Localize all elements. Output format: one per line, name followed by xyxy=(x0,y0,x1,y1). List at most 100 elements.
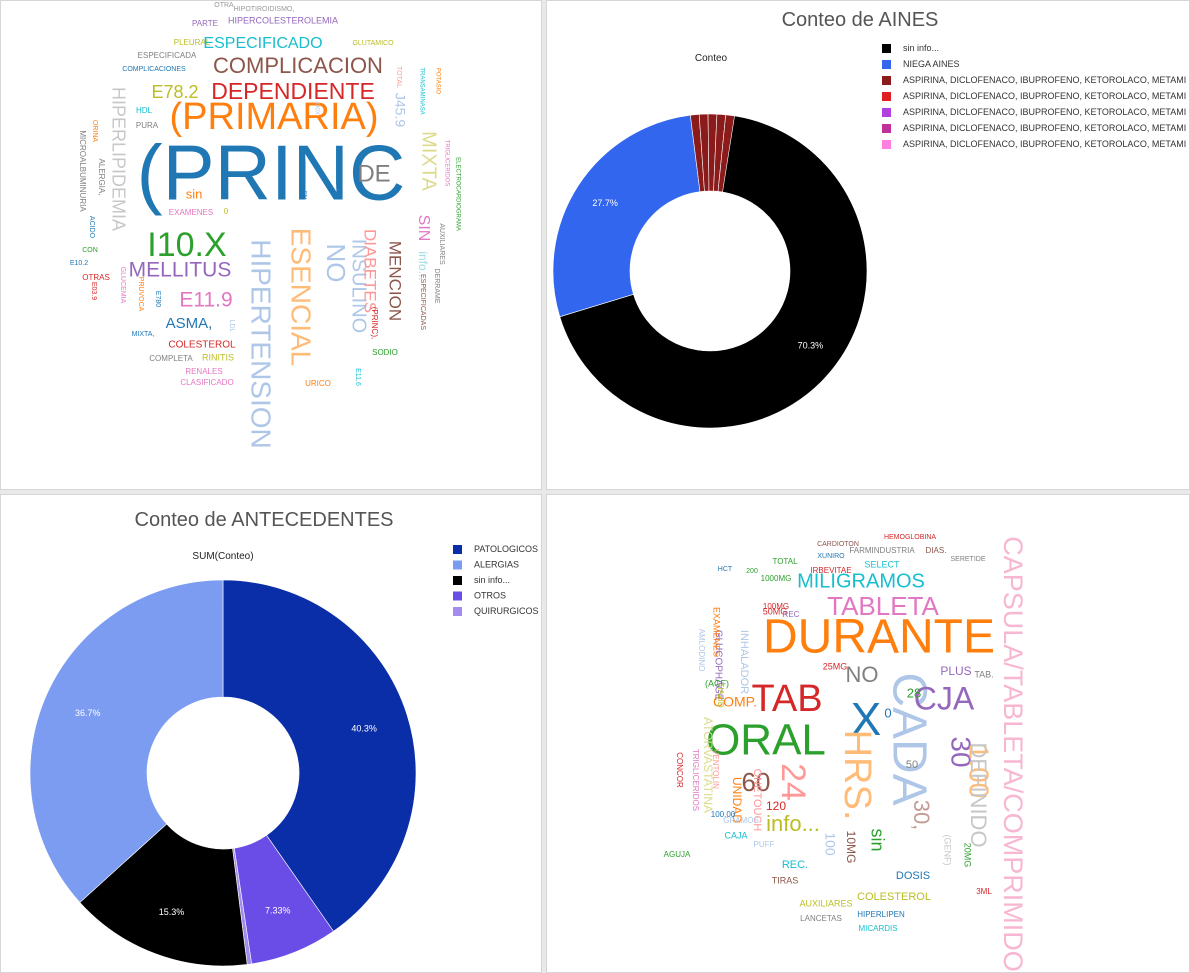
cloud-word: XUNIRO xyxy=(817,553,845,560)
cloud-word: 100.00 xyxy=(711,810,736,819)
cloud-word: LDL xyxy=(228,320,235,333)
cloud-word: PUFF xyxy=(754,840,775,849)
cloud-word: ORINA xyxy=(91,120,98,143)
cloud-word: COMP. xyxy=(713,694,757,710)
cloud-word: 50MG xyxy=(763,606,788,616)
cloud-word: IRBEVITAE xyxy=(810,566,851,575)
donut-slice-2[interactable] xyxy=(717,114,735,193)
cloud-word: 30 xyxy=(946,736,977,767)
cloud-word: 25MG xyxy=(823,661,848,671)
slice-label-2: 15.3% xyxy=(159,907,185,917)
legend-entry-2[interactable]: sin info... xyxy=(474,575,510,585)
legend-entry-5[interactable]: ASPIRINA, DICLOFENACO, IBUPROFENO, KETOR… xyxy=(903,123,1186,133)
cloud-word: GLUCOPHAGE xyxy=(712,630,723,701)
cloud-word: TAB. xyxy=(974,669,993,679)
cloud-word: INSULINO xyxy=(348,239,370,333)
cloud-word: (PRIMARIA) xyxy=(170,96,379,138)
cloud-word: AUXILIARES xyxy=(438,223,445,265)
cloud-word: EN xyxy=(300,191,306,199)
cloud-word: SODIO xyxy=(372,348,398,357)
cloud-word: J45.9 xyxy=(392,93,408,127)
cloud-word: PLEURAL xyxy=(174,38,211,47)
cloud-word: REC xyxy=(783,610,800,619)
cloud-word: ESPECIFICADO xyxy=(203,35,322,52)
legend-swatch-0 xyxy=(453,545,462,554)
cloud-word: COMPLETA xyxy=(149,354,193,363)
cloud-word: AGUJA xyxy=(664,850,691,859)
cloud-word: NO xyxy=(846,662,879,687)
cloud-word: TABLETA xyxy=(827,591,939,621)
legend-entry-1[interactable]: NIEGA AINES xyxy=(903,59,960,69)
legend-entry-0[interactable]: sin info... xyxy=(903,43,939,53)
cloud-word: TOTAL xyxy=(772,557,798,566)
legend-swatch-6 xyxy=(882,140,891,149)
cloud-word: DOSIS xyxy=(896,870,930,882)
cloud-word: URICO xyxy=(305,379,331,388)
cloud-word: 24 xyxy=(774,763,812,801)
cloud-word: MIXTA, xyxy=(132,331,155,338)
legend-swatch-2 xyxy=(453,576,462,585)
legend-entry-0[interactable]: PATOLOGICOS xyxy=(474,544,538,554)
cloud-word: 100 xyxy=(822,832,838,856)
cloud-word: MICARDIS xyxy=(858,924,897,933)
cloud-word: HDL xyxy=(136,106,153,115)
cloud-word: E11.9 xyxy=(179,289,232,312)
cloud-word: CAPSULA/TABLETA/COMPRIMIDO xyxy=(998,536,1028,972)
cloud-word: EXAMENES xyxy=(169,208,213,217)
cloud-word: TRIGLICERIDOS xyxy=(443,140,449,187)
cloud-word: TIRAS xyxy=(772,875,799,885)
legend-entry-3[interactable]: ASPIRINA, DICLOFENACO, IBUPROFENO, KETOR… xyxy=(903,91,1186,101)
slice-label-1: 27.7% xyxy=(592,198,618,208)
legend-swatch-1 xyxy=(453,560,462,570)
cloud-word: MICROALBUMINURIA xyxy=(78,130,87,212)
legend-entry-4[interactable]: QUIRURGICOS xyxy=(474,606,539,616)
cloud-word: sin xyxy=(186,186,203,201)
donut-slice-1[interactable] xyxy=(552,114,701,318)
cloud-word: TOTAL xyxy=(395,66,402,88)
cloud-word: 3ML xyxy=(976,887,992,896)
cloud-word: HIPOTIROIDISMO, xyxy=(234,6,295,13)
cloud-word: HEMOGLOBINA xyxy=(884,534,936,541)
chart-subtitle: Conteo xyxy=(695,53,728,64)
legend-entry-6[interactable]: ASPIRINA, DICLOFENACO, IBUPROFENO, KETOR… xyxy=(903,139,1186,149)
cloud-word: GRAMOS xyxy=(723,816,759,825)
cloud-word: I10.X xyxy=(147,226,226,264)
cloud-word: sin xyxy=(867,828,887,851)
cloud-word: CON xyxy=(82,247,98,254)
legend-entry-2[interactable]: ASPIRINA, DICLOFENACO, IBUPROFENO, KETOR… xyxy=(903,75,1186,85)
cloud-word: COLESTEROL xyxy=(168,340,236,351)
legend-swatch-2 xyxy=(882,76,891,85)
cloud-word: DIABETES xyxy=(361,229,380,313)
donut-slice-0[interactable] xyxy=(559,113,868,429)
cloud-word: SIN xyxy=(415,215,432,242)
chart-title: Conteo de AINES xyxy=(782,9,939,31)
legend-entry-3[interactable]: OTROS xyxy=(474,591,506,601)
donut-slice-0[interactable] xyxy=(222,579,417,932)
legend-entry-4[interactable]: ASPIRINA, DICLOFENACO, IBUPROFENO, KETOR… xyxy=(903,107,1186,117)
cloud-word: HIPERTENSION xyxy=(246,239,277,449)
cloud-word: 20MG xyxy=(963,843,973,868)
chart-title: Conteo de ANTECEDENTES xyxy=(135,509,394,531)
cloud-word: CONCOR xyxy=(675,752,684,788)
cloud-word: CJA xyxy=(914,680,975,716)
cloud-word: ESPECIFICADA xyxy=(138,51,197,60)
cloud-word: ELECTROCARDIOGRAMA xyxy=(454,157,460,231)
cloud-word: COMPLICACION xyxy=(213,53,383,78)
cloud-word: EXAMENES xyxy=(712,607,722,657)
antecedentes-chart-panel: Conteo de ANTECEDENTES SUM(Conteo) 40.3%… xyxy=(0,494,542,973)
donut-slice-1[interactable] xyxy=(29,579,224,903)
legend-swatch-5 xyxy=(882,124,891,133)
donut-slice-2[interactable] xyxy=(79,823,248,967)
cloud-word: 1000MG xyxy=(761,574,792,583)
cloud-word: TRANSAMINASA xyxy=(418,67,424,114)
legend-entry-1[interactable]: ALERGIAS xyxy=(474,560,519,570)
cloud-word: CAJA xyxy=(724,830,747,840)
cloud-word: PARTE xyxy=(192,19,218,28)
cloud-word: 0 xyxy=(224,207,229,216)
legend-swatch-0 xyxy=(882,44,891,53)
cloud-word: LANCETAS xyxy=(800,914,842,923)
cloud-word: PRUVOCA xyxy=(137,277,144,312)
cloud-word: DURANTE xyxy=(763,611,995,664)
cloud-word: E10.2 xyxy=(70,260,88,267)
